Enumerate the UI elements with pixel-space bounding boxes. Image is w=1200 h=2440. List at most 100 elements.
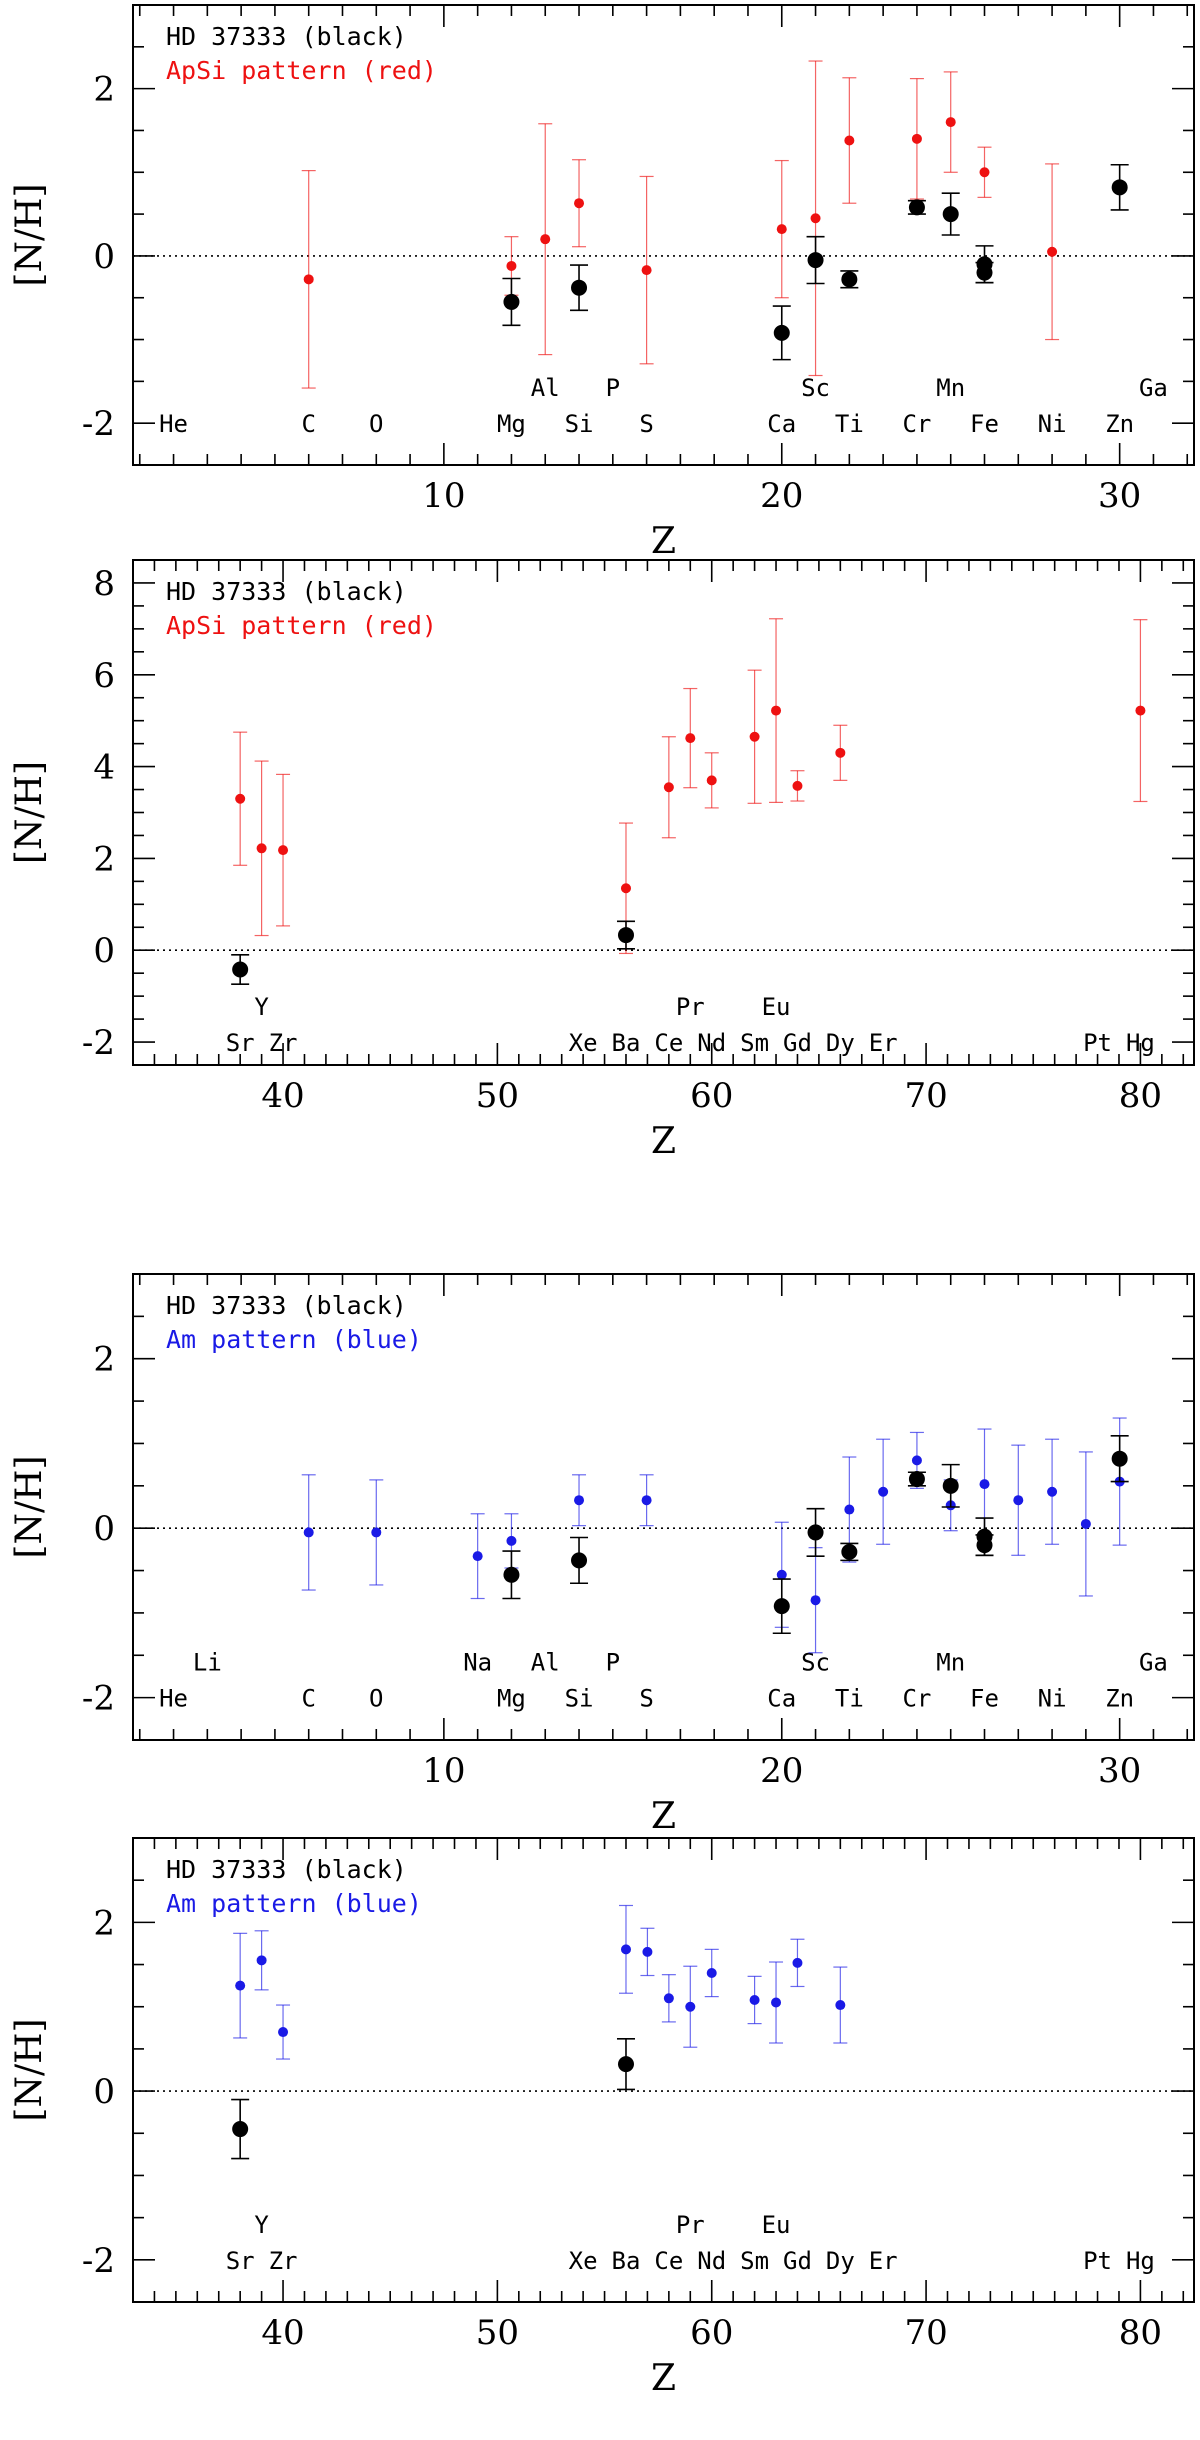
marker	[371, 1527, 382, 1538]
pattern-data-point	[572, 1474, 587, 1527]
element-label-he: He	[159, 1685, 188, 1713]
x-tick-label: 10	[422, 1751, 465, 1791]
element-label-zr: Zr	[269, 2247, 298, 2275]
element-label-ce: Ce	[654, 1029, 683, 1057]
plot-frame	[132, 1837, 1195, 2303]
target-data-point	[772, 305, 791, 361]
marker	[749, 731, 760, 742]
element-label-fe: Fe	[970, 410, 999, 438]
marker	[278, 845, 289, 856]
pattern-data-point	[790, 1938, 805, 1988]
target-data-point	[502, 277, 521, 327]
marker	[685, 733, 696, 744]
element-label-eu: Eu	[762, 993, 791, 1021]
y-tick-label: 0	[93, 2072, 115, 2112]
marker	[1111, 179, 1128, 196]
element-label-zr: Zr	[269, 1029, 298, 1057]
marker	[303, 274, 314, 285]
pattern-data-point	[833, 724, 848, 781]
x-tick-label: 20	[760, 1751, 803, 1791]
pattern-data-point	[233, 731, 248, 866]
element-label-ba: Ba	[612, 1029, 641, 1057]
element-label-xe: Xe	[569, 2247, 598, 2275]
x-tick-label: 30	[1098, 1751, 1141, 1791]
pattern-data-point	[747, 1975, 762, 2025]
marker	[706, 775, 717, 786]
element-label-mn: Mn	[936, 1649, 965, 1677]
marker	[1013, 1495, 1024, 1506]
pattern-data-point	[842, 77, 857, 204]
marker	[976, 264, 993, 281]
target-data-point	[1110, 163, 1129, 211]
pattern-data-point	[1045, 1438, 1060, 1545]
marker	[976, 1537, 993, 1554]
marker	[620, 883, 631, 894]
x-axis-label: Z	[651, 2358, 676, 2399]
element-label-hg: Hg	[1126, 1029, 1155, 1057]
element-label-ca: Ca	[767, 1685, 796, 1713]
marker	[506, 1535, 517, 1546]
x-tick-label: 80	[1119, 2313, 1162, 2353]
element-label-ga: Ga	[1139, 374, 1168, 402]
x-tick-label: 50	[476, 2313, 519, 2353]
chart-panel-3: 10 20 30 -2 0 2 Z [N/H] HD 37333 (black) Am patte…	[9, 1273, 1195, 1837]
x-tick-label: 70	[904, 2313, 947, 2353]
y-tick-label: -2	[82, 1023, 115, 1063]
element-label-pr: Pr	[676, 2211, 705, 2239]
pattern-data-point	[254, 760, 269, 937]
pattern-data-point	[943, 71, 958, 173]
element-label-p: P	[606, 1649, 620, 1677]
pattern-data-point	[470, 1513, 485, 1600]
pattern-data-point	[769, 1961, 784, 2044]
marker	[942, 206, 959, 223]
marker	[235, 793, 246, 804]
target-data-point	[772, 1578, 791, 1635]
element-label-ni: Ni	[1038, 1685, 1067, 1713]
x-tick-label: 40	[261, 2313, 304, 2353]
marker	[792, 780, 803, 791]
marker	[571, 279, 588, 296]
pattern-data-point	[977, 146, 992, 198]
pattern-data-point	[639, 1474, 654, 1527]
y-axis-label: [N/H]	[9, 1455, 50, 1558]
chart-panel-4: 40 50 60 70 80 -2 0 2 Z [N/H] HD 37333 (black) Am p…	[9, 1837, 1195, 2399]
marker	[807, 1524, 824, 1541]
marker	[540, 234, 551, 245]
pattern-data-point	[369, 1479, 384, 1586]
pattern-data-point	[1133, 619, 1148, 803]
target-data-point	[502, 1550, 521, 1600]
marker	[503, 1566, 520, 1583]
y-tick-label: 0	[93, 237, 115, 277]
y-axis-label: [N/H]	[9, 2018, 50, 2121]
marker	[979, 167, 990, 178]
pattern-data-point	[790, 770, 805, 802]
marker	[1047, 246, 1058, 257]
marker	[773, 1598, 790, 1615]
x-tick-label: 10	[422, 476, 465, 516]
pattern-data-point	[1045, 163, 1060, 341]
pattern-data-point	[301, 170, 316, 389]
x-tick-label: 60	[690, 1076, 733, 1116]
y-tick-label: 8	[93, 564, 115, 604]
marker	[911, 133, 922, 144]
element-label-cr: Cr	[902, 1685, 931, 1713]
element-label-o: O	[369, 1685, 383, 1713]
legend-entry: HD 37333 (black)	[166, 1291, 407, 1320]
y-tick-label: 2	[93, 1340, 115, 1380]
element-label-o: O	[369, 410, 383, 438]
target-data-point	[975, 1534, 994, 1557]
element-label-dy: Dy	[826, 1029, 855, 1057]
marker	[574, 1495, 585, 1506]
element-label-s: S	[639, 410, 653, 438]
marker	[685, 2001, 696, 2012]
legend-entry: ApSi pattern (red)	[166, 56, 437, 85]
pattern-data-point	[876, 1438, 891, 1545]
y-axis-label: [N/H]	[9, 183, 50, 286]
pattern-data-point	[774, 159, 789, 299]
x-axis-label: Z	[651, 521, 676, 562]
pattern-data-point	[254, 1930, 269, 1991]
target-data-point	[616, 920, 635, 950]
marker	[835, 2000, 846, 2011]
marker	[278, 2027, 289, 2038]
